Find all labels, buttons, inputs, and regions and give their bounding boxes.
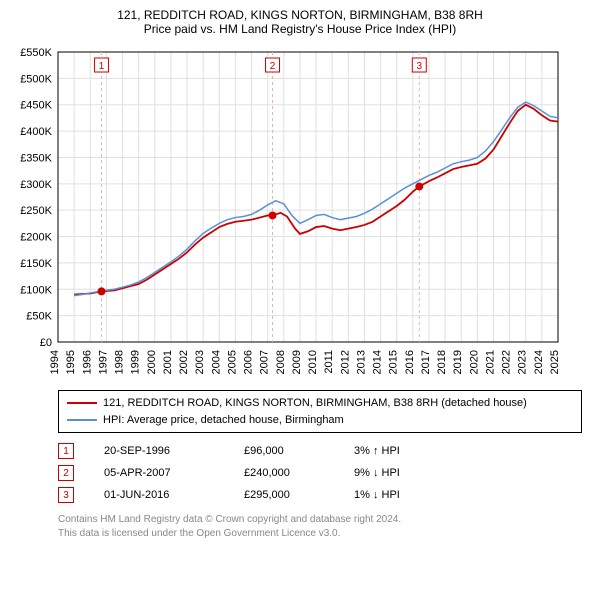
svg-text:2010: 2010 [307, 350, 319, 374]
svg-text:2020: 2020 [468, 350, 480, 374]
svg-text:2015: 2015 [388, 350, 400, 374]
svg-text:£200K: £200K [20, 232, 52, 244]
svg-text:1996: 1996 [81, 350, 93, 374]
svg-text:£250K: £250K [20, 205, 52, 217]
svg-text:2008: 2008 [275, 350, 287, 374]
svg-text:2019: 2019 [452, 350, 464, 374]
legend-swatch [67, 402, 97, 404]
legend-label: HPI: Average price, detached house, Birm… [103, 412, 344, 429]
svg-text:£550K: £550K [20, 47, 52, 59]
svg-text:3: 3 [417, 61, 423, 72]
legend: 121, REDDITCH ROAD, KINGS NORTON, BIRMIN… [58, 390, 582, 433]
svg-text:2002: 2002 [178, 350, 190, 374]
svg-text:2018: 2018 [436, 350, 448, 374]
svg-text:£50K: £50K [26, 311, 52, 323]
svg-text:2013: 2013 [355, 350, 367, 374]
events-table: 1 20-SEP-1996 £96,000 3% ↑ HPI 2 05-APR-2007 £… [58, 443, 582, 503]
event-row: 3 01-JUN-2016 £295,000 1% ↓ HPI [58, 487, 582, 503]
svg-text:1999: 1999 [130, 350, 142, 374]
event-row: 2 05-APR-2007 £240,000 9% ↓ HPI [58, 465, 582, 481]
svg-text:2022: 2022 [501, 350, 513, 374]
svg-text:2006: 2006 [243, 350, 255, 374]
svg-text:2014: 2014 [372, 350, 384, 374]
svg-text:£350K: £350K [20, 152, 52, 164]
svg-text:1: 1 [99, 61, 105, 72]
svg-text:2009: 2009 [291, 350, 303, 374]
svg-text:1995: 1995 [65, 350, 77, 374]
svg-text:2021: 2021 [484, 350, 496, 374]
svg-text:2023: 2023 [517, 350, 529, 374]
svg-text:£100K: £100K [20, 284, 52, 296]
svg-text:2007: 2007 [259, 350, 271, 374]
svg-text:2001: 2001 [162, 350, 174, 374]
legend-label: 121, REDDITCH ROAD, KINGS NORTON, BIRMIN… [103, 395, 527, 412]
line-chart-svg: £0 £50K £100K £150K £200K £250K £300K £350K £400… [8, 42, 568, 382]
legend-row: HPI: Average price, detached house, Birm… [67, 412, 573, 429]
svg-text:2: 2 [270, 61, 276, 72]
event-date: 05-APR-2007 [104, 467, 214, 479]
svg-text:2017: 2017 [420, 350, 432, 374]
event-marker: 2 [58, 465, 74, 481]
chart-container: £0 £50K £100K £150K £200K £250K £300K £350K £400… [8, 42, 592, 382]
event-date: 20-SEP-1996 [104, 445, 214, 457]
event-marker: 1 [58, 443, 74, 459]
svg-text:£0: £0 [40, 337, 52, 349]
event-price: £240,000 [244, 467, 324, 479]
svg-text:£150K: £150K [20, 258, 52, 270]
event-price: £295,000 [244, 489, 324, 501]
legend-row: 121, REDDITCH ROAD, KINGS NORTON, BIRMIN… [67, 395, 573, 412]
svg-text:2011: 2011 [323, 350, 335, 374]
svg-text:2025: 2025 [549, 350, 561, 374]
svg-text:2000: 2000 [146, 350, 158, 374]
event-date: 01-JUN-2016 [104, 489, 214, 501]
svg-text:£300K: £300K [20, 179, 52, 191]
svg-text:1997: 1997 [97, 350, 109, 374]
event-row: 1 20-SEP-1996 £96,000 3% ↑ HPI [58, 443, 582, 459]
event-delta: 3% ↑ HPI [354, 445, 454, 457]
svg-text:2016: 2016 [404, 350, 416, 374]
title-line1: 121, REDDITCH ROAD, KINGS NORTON, BIRMIN… [8, 8, 592, 22]
event-delta: 9% ↓ HPI [354, 467, 454, 479]
svg-text:£450K: £450K [20, 100, 52, 112]
svg-text:£400K: £400K [20, 126, 52, 138]
legend-swatch [67, 419, 97, 421]
svg-text:2004: 2004 [210, 350, 222, 374]
svg-text:2005: 2005 [226, 350, 238, 374]
chart-title-block: 121, REDDITCH ROAD, KINGS NORTON, BIRMIN… [8, 8, 592, 36]
footer-line1: Contains HM Land Registry data © Crown c… [58, 513, 582, 527]
event-marker: 3 [58, 487, 74, 503]
svg-text:2012: 2012 [339, 350, 351, 374]
svg-text:2003: 2003 [194, 350, 206, 374]
event-delta: 1% ↓ HPI [354, 489, 454, 501]
footer-line2: This data is licensed under the Open Gov… [58, 527, 582, 541]
svg-text:1994: 1994 [49, 350, 61, 374]
svg-text:£500K: £500K [20, 73, 52, 85]
svg-text:2024: 2024 [533, 350, 545, 374]
event-price: £96,000 [244, 445, 324, 457]
footer-attribution: Contains HM Land Registry data © Crown c… [58, 513, 582, 541]
svg-text:1998: 1998 [114, 350, 126, 374]
title-line2: Price paid vs. HM Land Registry's House … [8, 22, 592, 36]
